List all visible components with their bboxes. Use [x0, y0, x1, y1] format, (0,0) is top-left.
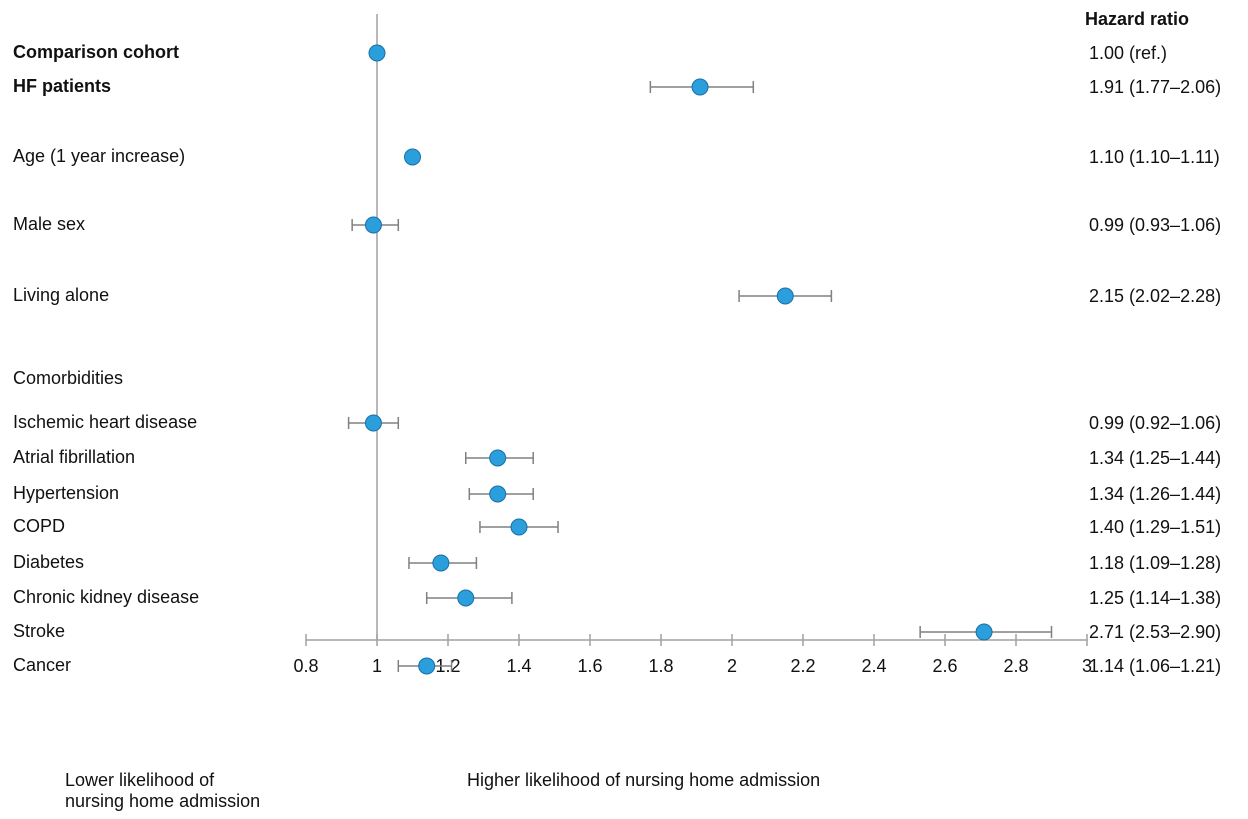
row-label: Stroke — [13, 621, 66, 641]
row-label: Comparison cohort — [13, 42, 180, 62]
x-caption-lower: Lower likelihood of nursing home admissi… — [65, 770, 261, 811]
hr-point — [691, 78, 709, 96]
x-tick-label: 2 — [727, 656, 737, 676]
row-label: Cancer — [13, 655, 72, 675]
hazard-ratio-header: Hazard ratio — [1085, 9, 1190, 29]
x-tick-label: 1 — [372, 656, 382, 676]
row-label: Male sex — [13, 214, 86, 234]
row-hazard-ratio: 2.15 (2.02–2.28) — [1089, 286, 1222, 306]
x-caption-higher: Higher likelihood of nursing home admiss… — [467, 770, 821, 790]
hr-point — [432, 554, 450, 572]
section-label-comorbidities: Comorbidities — [13, 368, 124, 388]
row-hazard-ratio: 2.71 (2.53–2.90) — [1089, 622, 1222, 642]
hr-point — [364, 414, 382, 432]
hr-point — [489, 449, 507, 467]
row-label: Diabetes — [13, 552, 85, 572]
x-tick-label: 0.8 — [293, 656, 318, 676]
row-hazard-ratio: 1.00 (ref.) — [1089, 43, 1168, 63]
hr-point — [457, 589, 475, 607]
x-tick-label: 2.8 — [1003, 656, 1028, 676]
hr-point — [975, 623, 993, 641]
row-label: Chronic kidney disease — [13, 587, 200, 607]
hr-point — [418, 657, 436, 675]
x-tick-label: 3 — [1082, 656, 1092, 676]
x-tick-label: 2.2 — [790, 656, 815, 676]
row-hazard-ratio: 1.34 (1.26–1.44) — [1089, 484, 1222, 504]
row-label: Atrial fibrillation — [13, 447, 136, 467]
hr-point — [510, 518, 528, 536]
row-label: Ischemic heart disease — [13, 412, 198, 432]
row-label: COPD — [13, 516, 66, 536]
hr-point — [489, 485, 507, 503]
hr-point — [776, 287, 794, 305]
row-hazard-ratio: 0.99 (0.92–1.06) — [1089, 413, 1222, 433]
x-tick-label: 2.6 — [932, 656, 957, 676]
row-hazard-ratio: 0.99 (0.93–1.06) — [1089, 215, 1222, 235]
row-hazard-ratio: 1.14 (1.06–1.21) — [1089, 656, 1222, 676]
row-hazard-ratio: 1.18 (1.09–1.28) — [1089, 553, 1222, 573]
x-tick-label: 1.6 — [577, 656, 602, 676]
row-label: Living alone — [13, 285, 110, 305]
hr-point — [404, 148, 421, 166]
x-tick-label: 2.4 — [861, 656, 886, 676]
row-hazard-ratio: 1.34 (1.25–1.44) — [1089, 448, 1222, 468]
row-label: Hypertension — [13, 483, 120, 503]
row-hazard-ratio: 1.91 (1.77–2.06) — [1089, 77, 1222, 97]
row-hazard-ratio: 1.25 (1.14–1.38) — [1089, 588, 1222, 608]
row-label: Age (1 year increase) — [13, 146, 186, 166]
row-label: HF patients — [13, 76, 112, 96]
x-tick-label: 1.8 — [648, 656, 673, 676]
row-hazard-ratio: 1.40 (1.29–1.51) — [1089, 517, 1222, 537]
hr-point — [364, 216, 382, 234]
row-hazard-ratio: 1.10 (1.10–1.11) — [1089, 147, 1220, 167]
hr-point — [368, 44, 386, 62]
x-tick-label: 1.4 — [506, 656, 531, 676]
